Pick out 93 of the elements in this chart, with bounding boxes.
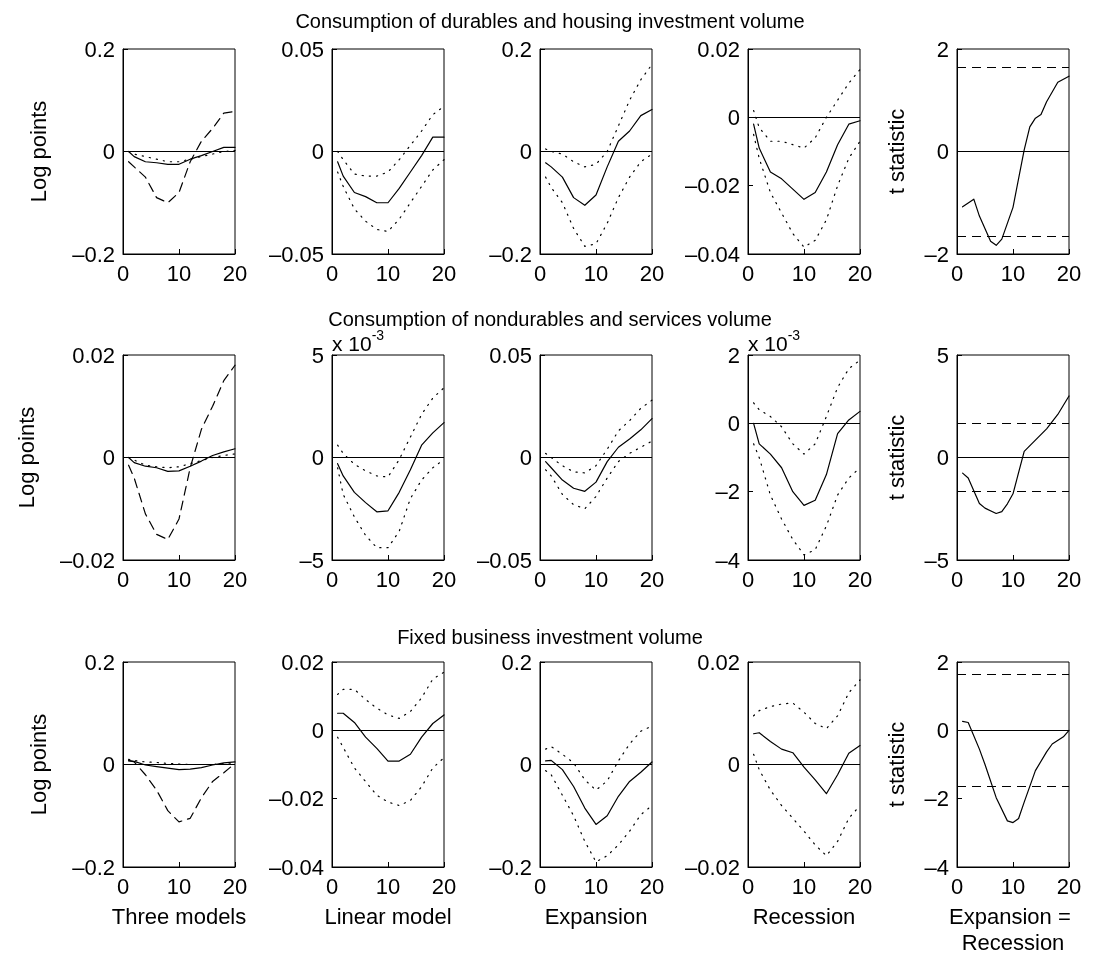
x-axis-title: Expansion = Recession (949, 903, 1077, 955)
x-tick-label: 10 (791, 873, 817, 899)
y-tick-label: 0.2 (501, 649, 532, 675)
y-tick-label: 0 (311, 139, 324, 164)
y-tick-label: 0 (936, 445, 949, 470)
x-axis-title: Three models (111, 903, 247, 929)
chart-title: Consumption of nondurables and services volume (328, 308, 772, 330)
x-tick-label: 10 (583, 566, 609, 592)
y-tick-label: 0 (102, 752, 115, 777)
y-tick-label: 0.02 (281, 649, 324, 675)
y-tick-label: 0 (519, 139, 532, 164)
y-tick-label: 0 (311, 445, 324, 470)
x-axis-title: Recession (752, 903, 856, 929)
chart-title: Consumption of durables and housing investment volume (295, 10, 805, 32)
y-axis-title: Log points (25, 713, 51, 816)
x-tick-label: 20 (431, 260, 457, 286)
x-tick-label: 20 (847, 260, 873, 286)
x-tick-label: 20 (431, 873, 457, 899)
y-tick-label: –2 (924, 786, 949, 812)
y-tick-label: 0 (102, 139, 115, 164)
y-axis-title: t statistic (883, 721, 909, 808)
y-tick-label: 0.02 (72, 342, 115, 368)
y-tick-label: 0 (519, 752, 532, 777)
x-tick-label: 20 (431, 566, 457, 592)
y-axis-title: t statistic (883, 414, 909, 501)
x-tick-label: 20 (222, 566, 248, 592)
y-tick-label: 5 (311, 342, 324, 368)
y-tick-label: 0.05 (489, 342, 532, 368)
y-tick-label: 0 (936, 717, 949, 743)
y-tick-label: –0.2 (489, 241, 532, 267)
y-tick-label: –0.2 (489, 854, 532, 880)
y-tick-label: –0.02 (59, 547, 115, 573)
y-tick-label: 0.02 (697, 36, 740, 62)
y-tick-label: –0.02 (268, 786, 324, 812)
x-tick-label: 10 (375, 566, 401, 592)
y-tick-label: 0 (102, 445, 115, 470)
y-tick-label: 0 (727, 752, 740, 777)
y-tick-label: –0.02 (684, 173, 740, 199)
y-tick-label: –0.04 (684, 241, 740, 267)
x-tick-label: 10 (791, 566, 817, 592)
chart-title: Fixed business investment volume (397, 626, 703, 648)
y-axis-title: t statistic (883, 108, 909, 195)
y-axis-title: Log points (13, 406, 39, 509)
x-tick-label: 10 (791, 260, 817, 286)
x-tick-label: 20 (847, 873, 873, 899)
y-tick-label: –0.05 (268, 241, 324, 267)
x-axis-title: Expansion (544, 903, 648, 929)
x-tick-label: 10 (166, 873, 192, 899)
y-axis-title: Log points (25, 100, 51, 203)
y-tick-label: 0.2 (84, 649, 115, 675)
x-axis-title: Linear model (324, 903, 452, 929)
x-tick-label: 20 (1056, 260, 1082, 286)
x-tick-label: 10 (375, 260, 401, 286)
x-tick-label: 10 (166, 260, 192, 286)
y-tick-label: –5 (299, 547, 324, 573)
x-tick-label: 10 (1000, 260, 1026, 286)
y-tick-label: –2 (924, 241, 949, 267)
y-tick-label: 2 (727, 342, 740, 368)
y-tick-label: 0.02 (697, 649, 740, 675)
y-tick-label: 0.05 (281, 36, 324, 62)
y-tick-label: 0 (727, 410, 740, 436)
x-tick-label: 10 (1000, 566, 1026, 592)
y-tick-label: –0.05 (476, 547, 532, 573)
x-tick-label: 20 (1056, 566, 1082, 592)
x-tick-label: 20 (639, 873, 665, 899)
y-tick-label: 2 (936, 649, 949, 675)
y-tick-label: –0.04 (268, 854, 324, 880)
x-tick-label: 20 (639, 260, 665, 286)
x-tick-label: 10 (166, 566, 192, 592)
y-tick-label: –0.2 (72, 854, 115, 880)
y-tick-label: 0 (727, 104, 740, 130)
y-tick-label: 2 (936, 36, 949, 62)
x-tick-label: 20 (639, 566, 665, 592)
y-tick-label: –0.2 (72, 241, 115, 267)
y-tick-label: 5 (936, 342, 949, 368)
y-tick-label: –4 (715, 547, 740, 573)
y-tick-label: 0.2 (501, 36, 532, 62)
y-tick-label: 0 (519, 445, 532, 470)
y-tick-label: –5 (924, 547, 949, 573)
x-tick-label: 20 (1056, 873, 1082, 899)
x-tick-label: 10 (583, 873, 609, 899)
y-tick-label: –2 (715, 479, 740, 505)
x-tick-label: 20 (222, 873, 248, 899)
y-tick-label: 0.2 (84, 36, 115, 62)
x-tick-label: 10 (1000, 873, 1026, 899)
x-tick-label: 20 (847, 566, 873, 592)
y-tick-label: 0 (311, 717, 324, 743)
x-tick-label: 10 (375, 873, 401, 899)
y-tick-label: 0 (936, 139, 949, 164)
y-tick-label: –0.02 (684, 854, 740, 880)
x-tick-label: 10 (583, 260, 609, 286)
x-tick-label: 20 (222, 260, 248, 286)
y-tick-label: –4 (924, 854, 949, 880)
